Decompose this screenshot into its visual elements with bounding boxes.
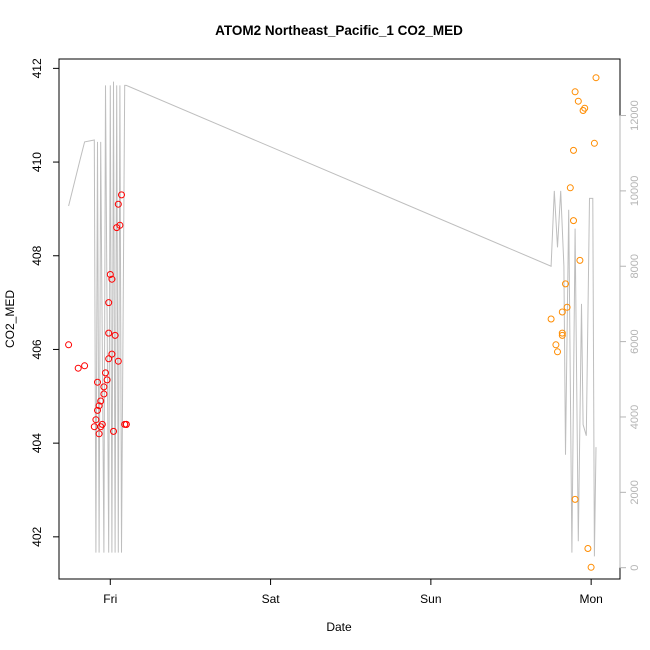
series-1-point [103,376,111,384]
series-1-point [98,420,106,428]
series-2-point [574,97,582,105]
y-axis-label: CO2_MED [3,290,17,348]
right-tick-label: 10000 [629,176,641,207]
series-1-point [116,221,124,229]
series-2-point [558,331,566,339]
series-2-point [563,303,571,311]
series-1-point [108,275,116,283]
series-2-point [584,545,592,552]
x-tick-label: Fri [103,592,117,606]
series-1-point [108,350,116,358]
right-tick-label: 8000 [629,254,641,278]
series-2-point [552,341,560,349]
series-1-point [106,271,114,278]
right-tick-label: 2000 [629,480,641,504]
left-y-axis: 402 404 406 408 410 412 [30,58,60,547]
series-1-point [94,406,101,414]
right-tick-label: 4000 [629,405,641,429]
chart-title: ATOM2 Northeast_Pacific_1 CO2_MED [215,23,463,38]
series-2-point [558,308,566,316]
secondary-line-layer [68,81,597,557]
series-1-point [114,357,122,365]
points-layer [65,74,600,571]
left-tick-label: 402 [30,527,44,547]
series-1-point [110,427,117,435]
x-axis: Fri Sat Sun Mon [103,578,603,606]
series-1-point [65,341,73,349]
series-1-point [95,402,103,410]
series-1-point [95,430,103,438]
left-tick-label: 406 [30,339,44,359]
series-2-point [570,146,577,154]
series-1-point [74,364,82,372]
series-2-point [566,184,574,192]
series-1-point [105,329,113,337]
series-1-point [122,420,130,428]
series-2-point [581,104,589,112]
series-2-point [571,88,579,96]
series-2-point [562,280,569,288]
series-2-point [554,348,561,356]
series-1-point [102,369,109,377]
right-y-axis: 0 2000 4000 6000 8000 10000 12000 [619,100,641,571]
x-tick-label: Sat [262,592,281,606]
right-tick-label: 0 [629,565,641,571]
series-2-point [570,217,577,225]
right-tick-label: 12000 [629,100,641,131]
series-1-point [105,299,113,307]
series-2-point [571,495,579,503]
right-tick-label: 6000 [629,329,641,353]
left-tick-label: 404 [30,433,44,453]
series-1-point [97,397,105,405]
left-tick-label: 408 [30,245,44,265]
series-1-point [111,331,119,339]
series-2-point [592,74,600,82]
x-axis-label: Date [326,620,352,634]
series-2-point [558,329,566,337]
left-tick-label: 412 [30,58,44,78]
left-tick-label: 410 [30,152,44,172]
plot-frame [58,58,621,580]
series-1-point [81,362,89,370]
series-2-point [576,256,584,264]
series-2-point [590,139,598,147]
series-2-point [587,563,595,571]
series-1-point [94,378,101,386]
series-1-point [100,390,108,398]
x-tick-label: Mon [579,592,602,606]
x-tick-label: Sun [420,592,441,606]
series-1-point [114,200,122,208]
series-1-point [100,383,108,391]
series-1-point [105,355,113,363]
series-1-point [92,416,100,424]
series-1-point [118,191,125,199]
series-2-point [547,315,555,323]
secondary-series-line [68,81,597,557]
